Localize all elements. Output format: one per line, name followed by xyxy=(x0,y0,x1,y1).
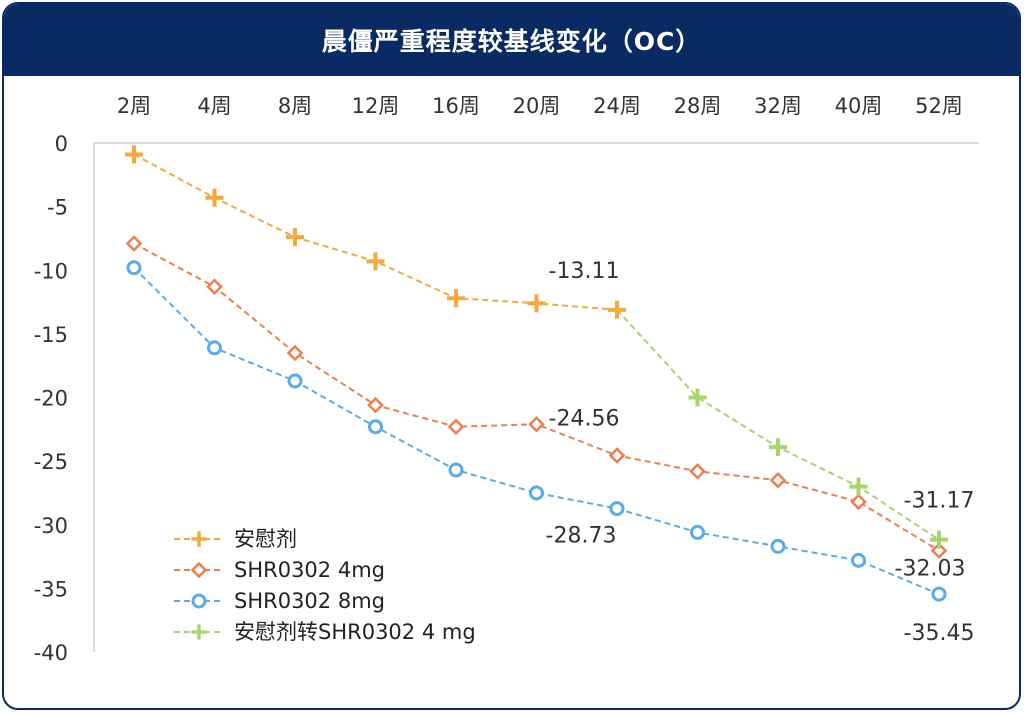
chart-title: 晨僵严重程度较基线变化（OC） xyxy=(4,4,1019,76)
series-line-1 xyxy=(133,153,618,311)
data-point-series-2 xyxy=(206,278,223,296)
data-point-series-4 xyxy=(769,438,787,457)
data-point-series-2 xyxy=(769,471,787,489)
x-tick-label: 52周 xyxy=(915,94,963,118)
series-markers-layer xyxy=(125,145,948,602)
data-point-series-3 xyxy=(368,419,383,435)
data-point-series-1 xyxy=(447,289,465,308)
data-point-series-1 xyxy=(286,228,304,247)
data-point-series-4 xyxy=(688,388,707,407)
data-point-series-3 xyxy=(126,260,142,276)
data-point-series-2 xyxy=(689,463,706,480)
series-line-4 xyxy=(616,309,940,541)
y-tick-label: -40 xyxy=(34,641,68,665)
data-point-series-3 xyxy=(770,538,786,554)
y-tick-label: -5 xyxy=(47,196,68,220)
legend-marker xyxy=(191,531,207,547)
legend-marker xyxy=(191,593,207,609)
line-chart: 2周 4周 8周 12周 16周 20周 24周 28周 32周 40周 52周 0 -5 -10 -15 -… xyxy=(34,94,979,665)
y-tick-label: -25 xyxy=(34,450,68,474)
data-point-series-1 xyxy=(125,145,143,164)
x-tick-label: 12周 xyxy=(352,94,400,118)
data-label: -31.17 xyxy=(904,489,975,514)
y-tick-label: -15 xyxy=(34,323,68,347)
data-point-series-2 xyxy=(930,542,948,559)
x-tick-label: 2周 xyxy=(117,94,151,118)
axes-layer: 2周 4周 8周 12周 16周 20周 24周 28周 32周 40周 52周 0 -5 -10 -15 -… xyxy=(34,94,979,665)
data-point-series-1 xyxy=(527,294,546,313)
x-tick-label: 8周 xyxy=(278,94,312,118)
y-tick-label: -30 xyxy=(34,514,68,538)
legend-label: SHR0302 4mg xyxy=(234,558,385,582)
legend: 安慰剂 SHR0302 4mg SHR0302 8mg 安慰剂转SHR0302 4 m… xyxy=(174,527,476,644)
data-point-series-3 xyxy=(690,524,705,540)
data-point-series-3 xyxy=(609,501,625,517)
data-point-series-1 xyxy=(608,300,626,319)
y-tick-label: -35 xyxy=(34,577,68,601)
data-point-series-2 xyxy=(125,235,143,252)
data-point-series-2 xyxy=(286,344,304,362)
data-point-series-3 xyxy=(851,552,866,568)
data-label: -32.03 xyxy=(895,557,966,582)
data-label: -28.73 xyxy=(546,524,617,549)
legend-marker xyxy=(191,624,207,640)
data-point-series-4 xyxy=(849,477,868,496)
x-tick-label: 32周 xyxy=(754,94,802,118)
data-point-series-3 xyxy=(448,462,464,478)
data-point-series-2 xyxy=(608,447,626,464)
y-tick-label: -10 xyxy=(34,259,68,283)
data-label: -35.45 xyxy=(904,621,975,646)
legend-label: 安慰剂 xyxy=(234,527,297,551)
legend-marker xyxy=(190,561,208,579)
legend-item-1: 安慰剂 xyxy=(174,527,297,551)
x-tick-label: 40周 xyxy=(835,94,883,118)
legend-label: 安慰剂转SHR0302 4 mg xyxy=(234,620,476,644)
data-point-series-3 xyxy=(207,340,222,356)
data-point-series-2 xyxy=(850,493,867,511)
data-point-series-2 xyxy=(367,396,384,414)
data-point-series-4 xyxy=(930,530,948,549)
data-point-series-3 xyxy=(529,485,544,501)
x-tick-label: 24周 xyxy=(593,94,641,118)
x-tick-label: 16周 xyxy=(432,94,480,118)
data-label: -13.11 xyxy=(549,259,620,284)
legend-item-2: SHR0302 4mg xyxy=(174,558,385,582)
x-tick-label: 20周 xyxy=(513,94,561,118)
x-tick-label: 4周 xyxy=(197,94,231,118)
data-point-series-3 xyxy=(287,373,303,389)
data-point-series-2 xyxy=(528,415,545,433)
x-tick-label: 28周 xyxy=(674,94,722,118)
legend-label: SHR0302 8mg xyxy=(234,589,385,613)
series-line-2 xyxy=(133,242,940,552)
y-tick-label: -20 xyxy=(34,387,68,411)
legend-item-4: 安慰剂转SHR0302 4 mg xyxy=(174,620,476,644)
data-point-series-1 xyxy=(366,252,385,271)
legend-item-3: SHR0302 8mg xyxy=(174,589,385,613)
data-point-series-1 xyxy=(205,188,224,207)
data-point-series-3 xyxy=(931,586,947,602)
series-line-3 xyxy=(133,266,940,596)
data-label: -24.56 xyxy=(549,407,620,432)
data-labels-layer: -13.11 -24.56 -28.73 -31.17 -32.03 -35.45 xyxy=(546,259,975,646)
data-point-series-2 xyxy=(447,418,465,436)
y-tick-label: 0 xyxy=(55,132,68,156)
